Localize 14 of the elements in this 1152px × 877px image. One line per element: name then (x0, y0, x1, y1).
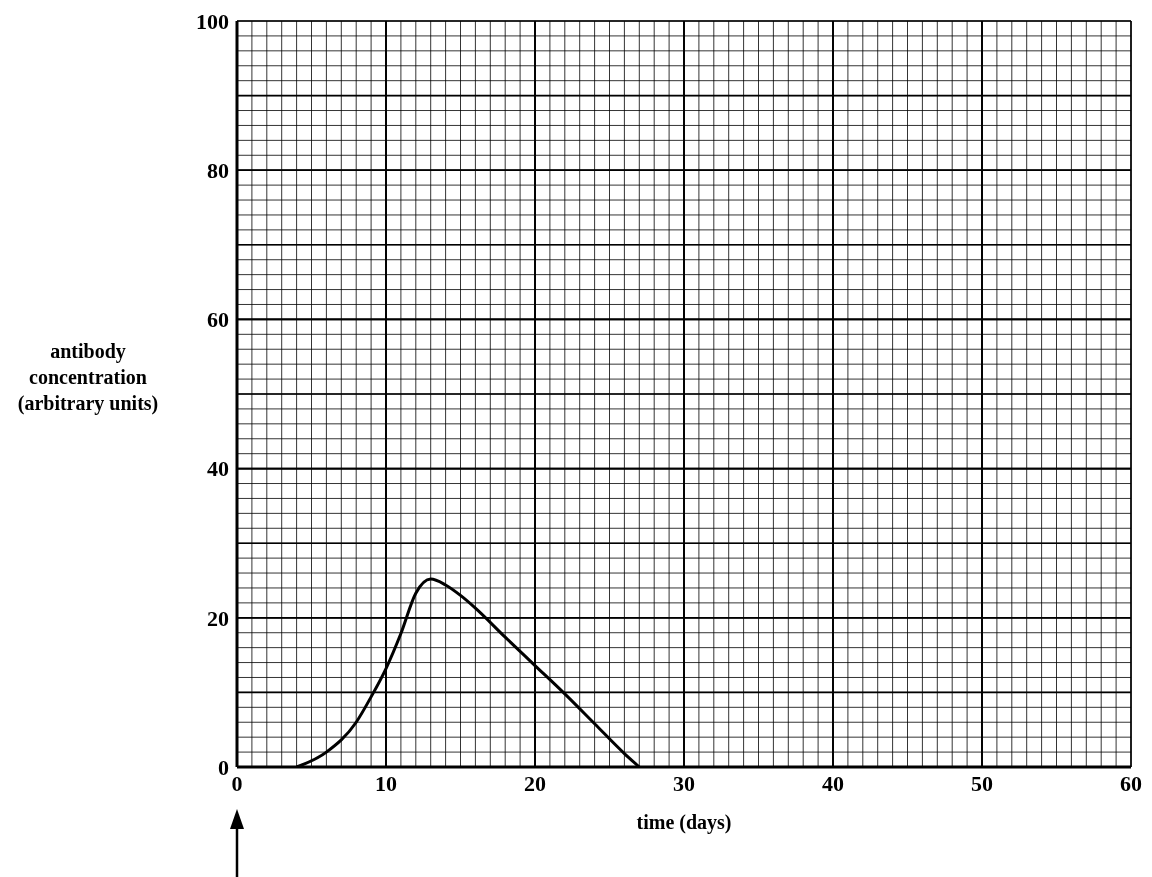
x-tick-label: 20 (524, 770, 546, 796)
x-tick-label: 60 (1120, 770, 1142, 796)
y-tick-label: 100 (196, 8, 229, 34)
y-axis-title: antibody concentration (arbitrary units) (16, 339, 160, 416)
y-tick-label: 0 (218, 754, 229, 780)
y-tick-label: 80 (207, 158, 229, 184)
x-tick-label: 30 (673, 770, 695, 796)
y-tick-label: 40 (207, 456, 229, 482)
x-tick-label: 50 (971, 770, 993, 796)
x-tick-label: 40 (822, 770, 844, 796)
y-tick-label: 60 (207, 307, 229, 333)
x-axis-title: time (days) (635, 811, 733, 834)
y-tick-label: 20 (207, 605, 229, 631)
x-tick-label: 10 (375, 770, 397, 796)
